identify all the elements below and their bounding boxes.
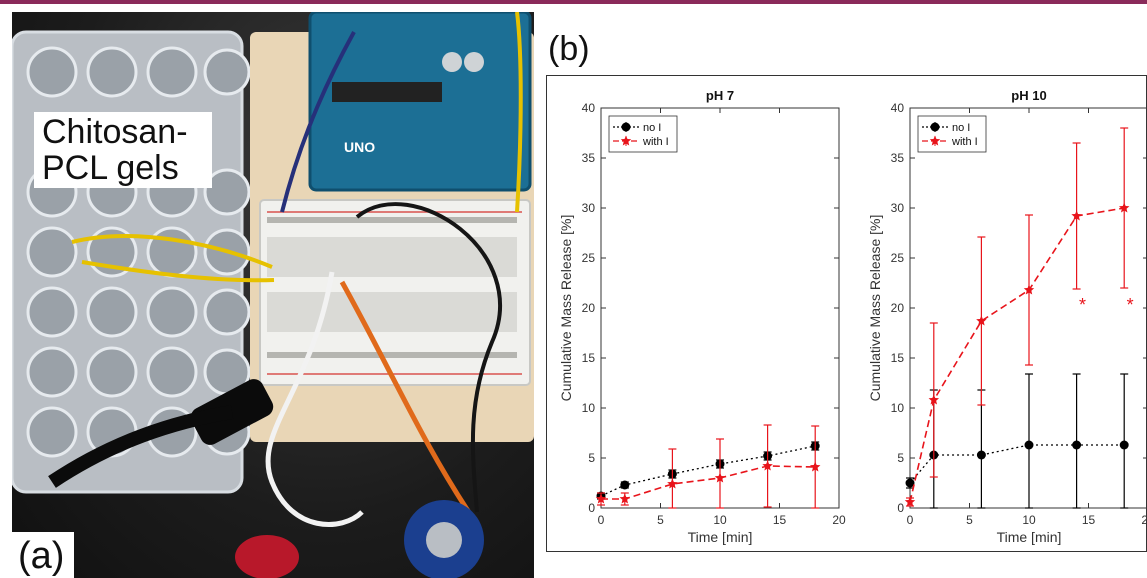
legend-box [917,115,987,153]
data-point [976,315,987,326]
y-tick-label: 25 [891,251,905,265]
chart-1: pH 7 0 5 10 15 20 25 30 35 40 0 5 10 15 20 Time [min] Cu… [558,88,846,545]
series-line [601,465,816,500]
y-tick-label: 5 [897,451,904,465]
blue-wire [280,31,356,213]
legend-marker [621,122,631,132]
y-tick-label: 15 [891,351,905,365]
data-point [1118,202,1130,213]
y-tick-label: 10 [582,401,596,415]
photo-illustration: UNO [12,12,534,578]
data-point [620,480,630,490]
data-point [976,450,986,460]
yellow-wire-2 [81,260,275,283]
figure-box: pH 7 0 5 10 15 20 25 30 35 40 0 5 10 15 20 Time [min] Cu… [546,75,1147,552]
y-tick-label: 40 [582,101,596,115]
legend-box [608,115,678,153]
orange-wire [339,280,475,519]
series-with-i [904,127,1130,507]
y-tick-label: 30 [582,201,596,215]
legend-marker [620,135,632,146]
white-wire [265,271,364,527]
board-label: UNO [344,139,375,155]
legend-marker [929,135,941,146]
series-line [909,207,1125,503]
x-tick-label: 15 [1082,513,1096,527]
legend-label: no I [952,122,970,134]
y-axis-label: Cumulative Mass Release [%] [558,215,574,402]
y-tick-label: 35 [582,151,596,165]
significance-marker: * [1079,295,1086,315]
legend: no I with I [608,115,678,153]
red-clip [235,535,299,578]
x-tick-label: 20 [1141,513,1147,527]
data-point [714,472,726,483]
data-point [1119,440,1129,450]
x-axis-label: Time [min] [688,529,753,545]
header-bar [0,0,1147,4]
legend-label: no I [643,122,661,134]
data-point [667,478,678,489]
panel-a-label: (a) [12,532,75,578]
x-tick-label: 20 [832,513,846,527]
microcontroller-chip [332,82,442,102]
data-point [619,493,631,504]
legend-marker [930,122,940,132]
black-cable [48,405,234,488]
yellow-wire-3 [515,12,523,213]
data-point [928,394,940,405]
y-tick-label: 20 [582,301,596,315]
y-tick-label: 5 [588,451,595,465]
x-tick-label: 0 [907,513,914,527]
photo-callout: Chitosan-PCL gels [34,112,212,188]
significance-marker: * [1127,295,1134,315]
panel-b-label: (b) [548,30,590,68]
y-tick-label: 30 [891,201,905,215]
data-point [1072,440,1082,450]
y-tick-label: 40 [891,101,905,115]
y-tick-label: 0 [588,501,595,515]
x-tick-label: 5 [966,513,973,527]
charts-svg: pH 7 0 5 10 15 20 25 30 35 40 0 5 10 15 20 Time [min] Cu… [558,88,1147,545]
x-tick-label: 5 [657,513,664,527]
y-tick-label: 20 [891,301,905,315]
x-tick-label: 10 [1022,513,1036,527]
data-point [809,461,821,472]
x-tick-label: 15 [773,513,787,527]
data-point [762,460,773,471]
legend: no I with I [917,115,987,153]
data-point [1024,440,1034,450]
black-wire [355,202,502,513]
legend-label: with I [642,136,669,148]
capacitor [442,52,462,72]
yellow-wire [71,234,273,269]
x-tick-label: 0 [598,513,605,527]
data-point [904,496,916,507]
y-tick-label: 15 [582,351,596,365]
y-tick-label: 10 [891,401,905,415]
series-line [909,444,1125,484]
chart-2: pH 10 0 5 10 15 20 25 30 35 40 0 5 10 15 20 Time [min] C… [867,88,1147,545]
chart-title: pH 10 [1011,88,1046,103]
y-axis-label: Cumulative Mass Release [%] [867,215,883,402]
y-tick-label: 35 [891,151,905,165]
data-point [1023,284,1035,295]
chart-title: pH 7 [706,88,734,103]
series-with-i [595,424,821,509]
experiment-photo: UNO Chitosan-PCL gels (a) [12,12,534,578]
legend-label: with I [951,136,978,148]
data-point [1071,210,1082,221]
x-axis-label: Time [min] [997,529,1062,545]
data-point [595,493,607,504]
potentiometer-knob [426,522,462,558]
y-tick-label: 0 [897,501,904,515]
data-point [905,478,915,488]
x-tick-label: 10 [713,513,727,527]
plate-wells [26,46,251,458]
y-tick-label: 25 [582,251,596,265]
capacitor-2 [464,52,484,72]
